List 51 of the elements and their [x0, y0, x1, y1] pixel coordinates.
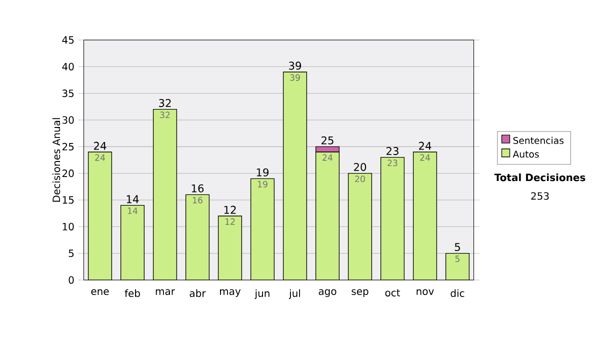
x-tick-label: jul	[288, 289, 300, 299]
x-tick-label: abr	[190, 289, 206, 298]
y-tick-label: 10	[62, 222, 74, 230]
x-tick-label: dic	[450, 289, 464, 298]
total-label: 5	[454, 243, 460, 252]
total-label: 23	[386, 146, 398, 156]
data-label: 24	[420, 154, 430, 161]
y-tick-label: 20	[62, 170, 74, 178]
y-axis-title: Decisiones Anual	[52, 118, 60, 202]
legend-label: Autos	[512, 150, 539, 158]
total-label: 39	[289, 62, 302, 70]
x-tick-label: nov	[416, 289, 434, 296]
y-tick-label: 15	[62, 196, 74, 204]
total-label: 24	[418, 142, 432, 150]
y-tick-label: 45	[62, 36, 74, 44]
x-tick-label: ene	[91, 289, 109, 296]
y-tick-label: 0	[68, 276, 74, 284]
total-label: 25	[321, 136, 334, 144]
x-tick-label: ago	[318, 289, 336, 297]
y-tick-label: 35	[62, 90, 74, 98]
data-label: 5	[455, 256, 460, 262]
y-tick-label: 5	[68, 250, 74, 258]
y-tick-label: 25	[62, 142, 74, 150]
data-label: 32	[160, 112, 170, 118]
data-label: 12	[225, 218, 235, 225]
x-tick-label: mar	[156, 289, 175, 296]
data-label: 16	[192, 196, 202, 204]
y-tick-label: 40	[62, 62, 74, 70]
x-tick-label: may	[220, 289, 241, 297]
total-label: 32	[159, 98, 171, 108]
total-label: 14	[126, 195, 139, 204]
data-label: 23	[388, 160, 398, 166]
x-tick-label: sep	[352, 289, 368, 297]
data-label: 19	[258, 180, 268, 188]
total-label: 19	[256, 168, 269, 176]
data-label: 14	[128, 208, 138, 214]
data-label: 39	[290, 74, 300, 81]
text: Total Decisiones	[494, 173, 586, 182]
total-label: 20	[354, 162, 366, 172]
total-label: 12	[224, 206, 236, 214]
y-tick-label: 30	[62, 116, 74, 124]
data-label: 24	[322, 154, 333, 161]
x-tick-label: oct	[385, 289, 400, 296]
x-tick-label: jun	[254, 289, 270, 299]
x-tick-label: feb	[124, 289, 140, 298]
data-label: 20	[355, 176, 365, 182]
data-label: 24	[95, 154, 106, 161]
total-label: 16	[192, 184, 204, 192]
legend-label: Sentencias	[513, 136, 564, 144]
total-label: 24	[94, 142, 106, 150]
text: 253	[531, 192, 549, 200]
